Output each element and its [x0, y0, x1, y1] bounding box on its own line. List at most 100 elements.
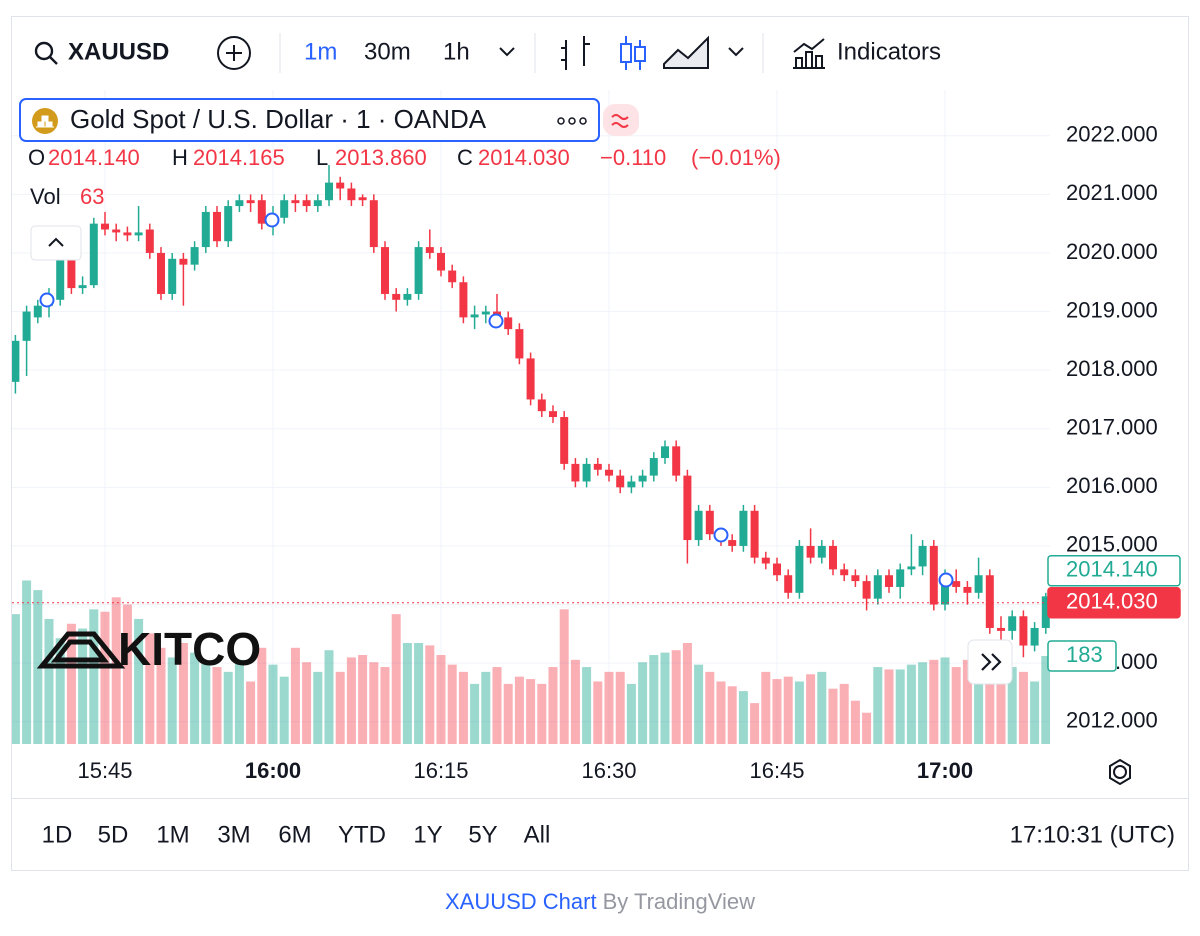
range-button[interactable]: All — [524, 821, 551, 848]
candle-body — [459, 282, 468, 318]
candle-body — [795, 545, 804, 593]
candle-body — [1019, 616, 1028, 646]
volume-bar — [201, 662, 211, 744]
candle-body — [1030, 627, 1039, 646]
collapse-button[interactable] — [30, 225, 82, 261]
candle-body — [213, 211, 221, 242]
more-icon[interactable] — [557, 117, 565, 125]
candle-body — [201, 211, 210, 248]
symbol[interactable]: XAUUSD — [68, 38, 169, 65]
volume-bar — [817, 671, 827, 744]
volume-bar — [145, 633, 155, 744]
candle-body — [381, 247, 389, 294]
title-pill[interactable] — [19, 98, 600, 142]
search-icon[interactable] — [34, 41, 54, 61]
y-tick-label: 2018.000 — [1066, 356, 1158, 381]
volume-bar — [22, 580, 32, 744]
candle-body — [526, 358, 535, 400]
legend-key: O — [28, 145, 45, 170]
candle-body — [145, 229, 154, 253]
volume-bar — [268, 664, 278, 744]
volume-bar — [369, 662, 379, 744]
clock: 17:10:31 (UTC) — [1010, 821, 1175, 848]
candle-body — [627, 481, 636, 488]
settings-icon — [1109, 758, 1131, 786]
volume-bar — [604, 671, 614, 744]
volume-bar — [548, 667, 558, 744]
volume-bar — [134, 618, 144, 744]
candle-body — [638, 475, 647, 482]
area-style-icon[interactable] — [663, 35, 709, 69]
candle-body — [750, 510, 759, 558]
x-tick-label: 16:00 — [245, 758, 301, 783]
x-tick-label: 16:15 — [413, 758, 468, 783]
alert-pill[interactable] — [603, 104, 639, 136]
volume-bar — [974, 650, 984, 744]
interval[interactable]: 1m — [304, 38, 337, 65]
y-tick-label: 2020.000 — [1066, 239, 1158, 264]
volume-bar — [884, 669, 894, 744]
volume-bar — [279, 676, 289, 744]
range-button[interactable]: YTD — [338, 821, 386, 848]
candle-body — [56, 252, 65, 300]
footer-by: By TradingView — [603, 889, 756, 914]
chevron[interactable] — [728, 47, 744, 57]
bar-style-icon[interactable] — [561, 36, 590, 70]
add-symbol[interactable] — [217, 36, 251, 70]
candle-body — [773, 563, 781, 576]
candle-body — [235, 200, 244, 207]
candle-body — [504, 317, 513, 330]
chevron[interactable] — [499, 47, 515, 57]
y-tick-label: 2015.000 — [1066, 532, 1158, 557]
footer-link[interactable]: XAUUSD Chart — [445, 889, 597, 914]
candle-body — [616, 475, 625, 488]
event-marker[interactable] — [39, 292, 55, 308]
range-button[interactable]: 5D — [98, 821, 129, 848]
candle-body — [224, 206, 233, 242]
candle-body — [22, 311, 31, 341]
candle-body — [291, 200, 300, 204]
candle-body — [851, 575, 860, 582]
candle-body — [549, 411, 557, 418]
candle-body — [392, 293, 401, 300]
candle-body — [806, 545, 815, 558]
footer: XAUUSD Chart By TradingView — [445, 889, 755, 914]
volume-bar — [380, 667, 390, 744]
legend-value: 2014.165 — [193, 145, 285, 170]
event-marker[interactable] — [713, 527, 729, 543]
volume-bar — [738, 691, 748, 744]
volume-bar — [425, 645, 435, 744]
event-marker[interactable] — [938, 572, 954, 588]
volume-bar — [1007, 667, 1017, 744]
candle-body — [649, 458, 658, 476]
candle-body — [481, 311, 490, 315]
volume-bar — [839, 683, 849, 744]
legend-key: L — [316, 145, 328, 170]
candle-body — [246, 200, 255, 204]
volume-bar — [626, 683, 636, 744]
event-marker[interactable] — [488, 313, 504, 329]
volume-bar — [649, 655, 659, 744]
volume-bar — [985, 647, 995, 744]
indicators-icon[interactable] — [793, 38, 825, 69]
candle-body — [425, 247, 434, 253]
candle-style-icon — [634, 46, 646, 62]
range-button[interactable]: 1M — [156, 821, 189, 848]
range-button[interactable]: 1D — [42, 821, 73, 848]
volume-bar — [929, 659, 939, 744]
volume-bar — [55, 638, 65, 744]
interval[interactable]: 30m — [364, 38, 411, 65]
event-marker[interactable] — [264, 212, 280, 228]
settings-icon[interactable] — [1113, 765, 1127, 779]
range-button[interactable]: 1Y — [413, 821, 442, 848]
volume-bar — [716, 681, 726, 744]
volume-bar — [458, 671, 468, 744]
indicators[interactable]: Indicators — [837, 38, 941, 65]
volume-bar — [436, 655, 446, 744]
range-button[interactable]: 3M — [217, 821, 250, 848]
interval[interactable]: 1h — [443, 38, 470, 65]
range-button[interactable]: 5Y — [468, 821, 497, 848]
volume-bar — [537, 683, 547, 744]
range-button[interactable]: 6M — [278, 821, 311, 848]
